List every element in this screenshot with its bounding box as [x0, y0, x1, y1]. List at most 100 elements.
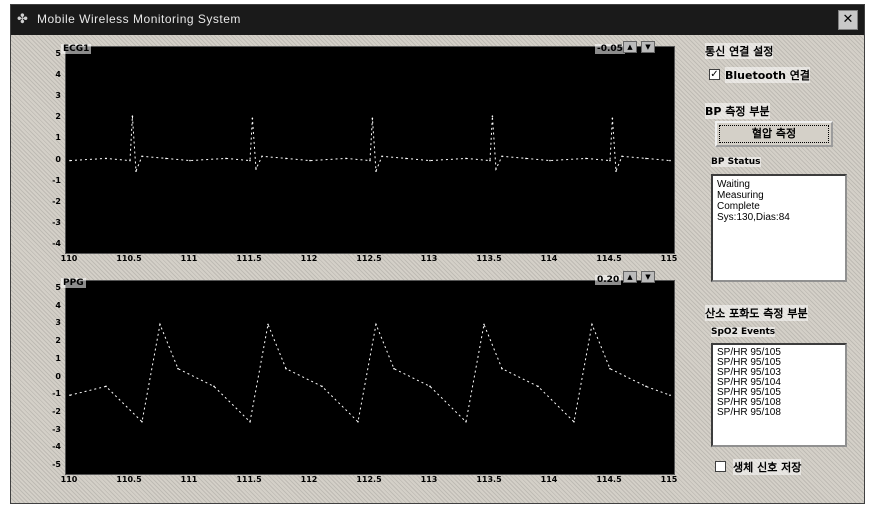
ppg-chart	[69, 322, 671, 423]
ecg-plot-title: ECG1	[61, 44, 92, 54]
ppg-data-point	[249, 420, 251, 423]
ecg-data-point	[141, 155, 143, 158]
ecg-y-tick-label: -2	[52, 196, 61, 206]
ppg-data-point	[105, 385, 107, 388]
ecg-data-point	[465, 157, 467, 160]
ecg-data-point	[429, 159, 431, 162]
ppg-y-tick-label: 5	[55, 283, 61, 292]
ecg-x-tick-label: 111	[180, 254, 198, 263]
ppg-y-tick-label: -1	[52, 389, 61, 399]
ecg-x-tick-label: 112	[300, 254, 318, 263]
ecg-data-point	[165, 157, 167, 160]
ecg-data-point	[669, 159, 671, 162]
ppg-data-point	[483, 323, 485, 326]
ppg-data-point	[591, 323, 593, 326]
ecg-data-point	[309, 159, 311, 162]
ecg-x-tick-label: 114	[540, 254, 558, 263]
ecg-y-tick-label: 2	[55, 112, 61, 122]
spo2-events-list[interactable]: SP/HR 95/105 SP/HR 95/105 SP/HR 95/103 SP/H…	[711, 343, 847, 447]
ppg-x-tick-label: 111	[180, 475, 198, 484]
ppg-data-point	[141, 420, 143, 423]
ppg-x-tick-label: 112	[300, 475, 318, 484]
ppg-data-point	[69, 394, 71, 396]
ecg-x-tick-label: 110	[60, 254, 78, 263]
ppg-data-point	[393, 367, 395, 370]
spo2-event-item: SP/HR 95/105	[717, 347, 781, 358]
ecg-data-point	[131, 115, 134, 118]
ecg-data-point	[135, 170, 137, 172]
bluetooth-checkbox-label[interactable]: Bluetooth 연결	[725, 67, 810, 83]
ecg-current-value: -0.05	[595, 44, 625, 54]
ecg-x-tick-label: 112.5	[356, 254, 382, 263]
app-window: ✤ Mobile Wireless Monitoring System ✕ EC…	[10, 4, 865, 504]
bp-status-line: Sys:130,Dias:84	[717, 212, 790, 223]
ppg-data-point	[429, 385, 431, 388]
ppg-data-point	[645, 385, 647, 388]
bluetooth-group-label: 통신 연결 설정	[705, 43, 774, 59]
ecg-y-tick-label: -4	[52, 239, 61, 248]
bluetooth-checkbox[interactable]: ✓	[709, 69, 720, 80]
ecg-x-tick-label: 110.5	[116, 254, 142, 263]
spo2-event-item: SP/HR 95/108	[717, 397, 781, 408]
bp-group-label: BP 측정 부분	[705, 103, 770, 119]
ecg-data-point	[285, 157, 287, 160]
ecg-data-point	[405, 157, 407, 160]
app-icon: ✤	[17, 12, 28, 27]
bp-status-line: Complete	[717, 201, 760, 212]
ppg-data-point	[267, 323, 269, 326]
ecg-x-tick-label: 111.5	[236, 254, 262, 263]
ecg-data-point	[611, 117, 614, 120]
ecg-data-point	[489, 159, 491, 162]
ppg-x-tick-label: 112.5	[356, 475, 382, 484]
spo2-group-label: 산소 포화도 측정 부분	[705, 305, 808, 321]
ecg-x-tick-label: 113.5	[476, 254, 502, 263]
ppg-x-tick-label: 113	[420, 475, 438, 484]
ecg-data-point	[609, 159, 611, 162]
title-bar[interactable]: ✤ Mobile Wireless Monitoring System ✕	[11, 5, 864, 35]
spo2-events-label: SpO2 Events	[711, 327, 776, 337]
ppg-scale-down-button[interactable]: ▼	[641, 271, 655, 283]
ecg-scale-down-button[interactable]: ▼	[641, 41, 655, 53]
save-signal-checkbox-label[interactable]: 생체 신호 저장	[733, 459, 802, 475]
ppg-x-tick-label: 114	[540, 475, 558, 484]
ecg-series-line	[69, 116, 671, 172]
ecg-data-point	[129, 159, 131, 162]
save-signal-checkbox[interactable]	[715, 461, 726, 472]
ppg-y-tick-label: -4	[52, 442, 61, 452]
spo2-event-item: SP/HR 95/103	[717, 367, 781, 378]
window-title: Mobile Wireless Monitoring System	[37, 12, 241, 26]
ecg-chart	[69, 115, 671, 172]
bp-status-label: BP Status	[711, 157, 761, 167]
ppg-scale-up-button[interactable]: ▲	[623, 271, 637, 283]
ppg-x-tick-label: 110	[60, 475, 78, 484]
ecg-data-point	[495, 168, 497, 170]
ppg-y-tick-label: -5	[52, 460, 61, 469]
ecg-y-tick-label: 5	[55, 49, 61, 58]
ppg-data-point	[465, 420, 467, 423]
ecg-data-point	[105, 157, 107, 160]
ecg-data-point	[251, 117, 254, 120]
ecg-x-tick-label: 115	[660, 254, 678, 263]
ecg-data-point	[375, 170, 377, 172]
ppg-data-point	[573, 420, 575, 423]
ecg-data-point	[381, 155, 383, 158]
ecg-x-tick-label: 113	[420, 254, 438, 263]
ecg-data-point	[255, 168, 257, 170]
ecg-y-tick-label: 1	[55, 133, 61, 143]
ppg-y-tick-label: 1	[55, 353, 61, 363]
ecg-x-tick-label: 114.5	[596, 254, 622, 263]
ppg-x-tick-label: 114.5	[596, 475, 622, 484]
ecg-data-point	[225, 157, 227, 160]
measure-bp-button[interactable]: 혈압 측정	[715, 121, 833, 147]
ecg-data-point	[525, 157, 527, 160]
spo2-event-item: SP/HR 95/104	[717, 377, 781, 388]
ecg-data-point	[549, 159, 551, 162]
ppg-plot-title: PPG	[61, 278, 86, 288]
ppg-y-tick-label: 3	[55, 318, 61, 328]
ecg-scale-up-button[interactable]: ▲	[623, 41, 637, 53]
ecg-data-point	[585, 157, 587, 160]
ecg-data-point	[261, 155, 263, 158]
ppg-data-point	[537, 385, 539, 388]
bp-status-line: Waiting	[717, 179, 750, 190]
close-button[interactable]: ✕	[838, 10, 858, 30]
